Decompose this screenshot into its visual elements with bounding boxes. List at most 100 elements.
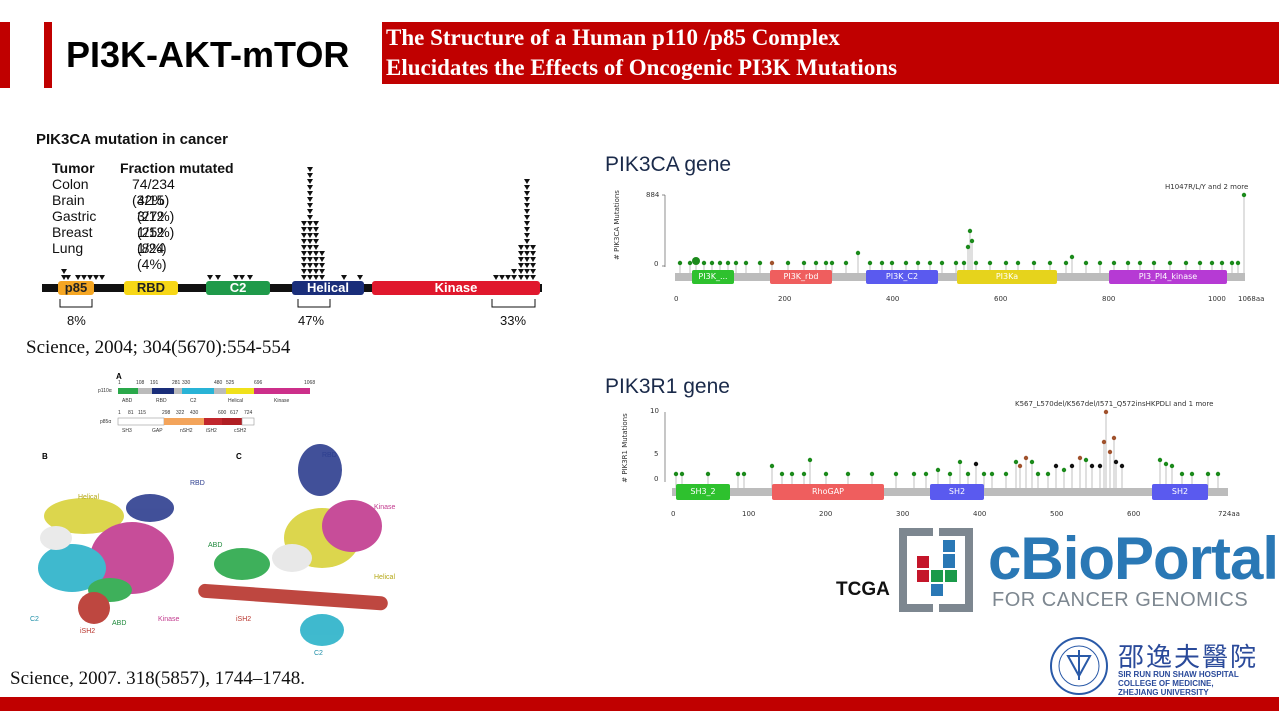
mutation-lollipop xyxy=(1125,260,1131,266)
mutation-lollipop xyxy=(829,260,835,266)
y-max: 10 xyxy=(650,407,659,415)
mutation-marker xyxy=(301,221,307,226)
mutation-lollipop xyxy=(939,260,945,266)
mutation-lollipop xyxy=(893,471,899,477)
mutation-marker xyxy=(319,257,325,262)
figure-heading: PIK3CA mutation in cancer xyxy=(36,131,228,148)
mutation-marker xyxy=(524,251,530,256)
mutation-lollipop xyxy=(855,250,861,256)
domain-label: PI3K_rbd xyxy=(783,272,819,281)
x-tick: 1000 xyxy=(1208,295,1226,303)
mutation-lollipop xyxy=(1167,260,1173,266)
cbioportal-tagline: FOR CANCER GENOMICS xyxy=(992,589,1249,611)
domain-name: nSH2 xyxy=(180,428,193,434)
y-mid: 5 xyxy=(654,450,659,458)
domain-sh3: SH3_2 xyxy=(676,484,730,500)
mutation-lollipop xyxy=(1151,260,1157,266)
mutation-lollipop xyxy=(981,471,987,477)
mutation-marker xyxy=(319,251,325,256)
mutation-lollipop xyxy=(673,471,679,477)
mutation-marker xyxy=(301,263,307,268)
mutation-marker xyxy=(307,269,313,274)
x-tick: 0 xyxy=(671,510,676,518)
mutation-lollipop xyxy=(1107,449,1113,455)
x-tick: 200 xyxy=(819,510,833,518)
mutation-lollipop xyxy=(705,471,711,477)
tick: 1 xyxy=(118,410,121,416)
hotspot-annotation: K567_L570del/K567del/I571_Q572insHKPDLI … xyxy=(1015,400,1214,408)
mutation-marker xyxy=(518,263,524,268)
mutation-lollipop xyxy=(965,471,971,477)
mutation-lollipop xyxy=(823,260,829,266)
c-label-helical: Helical xyxy=(374,574,396,581)
tick: 1 xyxy=(118,380,121,386)
mutation-marker xyxy=(524,257,530,262)
x-tick: 500 xyxy=(1050,510,1064,518)
tick: 600 xyxy=(218,410,227,416)
mutation-lollipop xyxy=(1209,260,1215,266)
domain-label: SH3_2 xyxy=(690,487,716,496)
domain-kinase: Kinase xyxy=(372,281,540,295)
domain-abd: PI3K_... xyxy=(692,270,734,284)
tick: 191 xyxy=(150,380,159,386)
mutation-lollipop xyxy=(725,260,731,266)
pik3ca-domains: PI3K_... PI3K_rbd PI3K_C2 PI3Ka PI3_PI4_… xyxy=(620,270,1275,284)
mutation-lollipop xyxy=(923,471,929,477)
mutation-marker xyxy=(301,233,307,238)
mutation-marker xyxy=(313,257,319,262)
tick: 298 xyxy=(162,410,171,416)
title-accent-bar-2 xyxy=(44,22,52,88)
mutation-lollipop xyxy=(987,260,993,266)
mutation-marker xyxy=(524,209,530,214)
mutation-marker xyxy=(307,197,313,202)
tick: 281 xyxy=(172,380,181,386)
mutation-lollipop xyxy=(1035,471,1041,477)
mutation-lollipop xyxy=(1047,260,1053,266)
mutation-lollipop xyxy=(1017,463,1023,469)
mutation-lollipop xyxy=(1103,409,1109,415)
b-label-helical: Helical xyxy=(78,494,100,501)
domain-label: PI3K_C2 xyxy=(885,272,919,281)
b-label-c2: C2 xyxy=(30,616,39,623)
p110-domain-names: ABD RBD C2 Helical Kinase xyxy=(118,398,318,404)
pik3r1-x-ticks: 0 100 200 300 400 500 600 724aa xyxy=(620,510,1275,520)
mutation-lollipop xyxy=(1083,457,1089,463)
x-tick: 600 xyxy=(1127,510,1141,518)
institution-chinese-name: 邵逸夫醫院 xyxy=(1118,643,1259,673)
mutation-marker xyxy=(319,269,325,274)
mutation-marker xyxy=(518,251,524,256)
x-tick: 200 xyxy=(778,295,792,303)
mutation-lollipop xyxy=(1029,459,1035,465)
c-label-c2: C2 xyxy=(314,650,323,657)
mutation-lollipop xyxy=(823,471,829,477)
domain-name: GAP xyxy=(152,428,163,434)
tick: 724 xyxy=(244,410,253,416)
mutation-marker xyxy=(493,275,499,280)
mutation-lollipop xyxy=(1077,455,1083,461)
mutation-lollipop xyxy=(1163,461,1169,467)
mutation-marker xyxy=(313,245,319,250)
tcga-label: TCGA xyxy=(836,579,890,600)
mutation-lollipop xyxy=(1183,260,1189,266)
domain-label: SH2 xyxy=(948,487,966,496)
panel-a-label: A xyxy=(116,372,122,381)
mutation-lollipop xyxy=(677,260,683,266)
b-label-ish2: iSH2 xyxy=(80,628,96,635)
domain-p85: p85 xyxy=(58,281,94,295)
mutation-lollipop xyxy=(935,467,941,473)
domain-label: PI3Ka xyxy=(995,272,1019,281)
domain-rbd: PI3K_rbd xyxy=(770,270,832,284)
paper-title-banner: The Structure of a Human p110 /p85 Compl… xyxy=(382,22,1279,84)
tick: 617 xyxy=(230,410,239,416)
banner-line-1: The Structure of a Human p110 /p85 Compl… xyxy=(386,25,840,50)
tick: 115 xyxy=(138,410,146,416)
mutation-lollipop xyxy=(717,260,723,266)
mutation-marker xyxy=(307,203,313,208)
c-label-kinase: Kinase xyxy=(374,504,396,511)
mutation-marker xyxy=(307,233,313,238)
structure-figure: A B C p110α p85α 1 108 191 281 330 480 5… xyxy=(22,368,402,666)
mutation-lollipop xyxy=(1215,471,1221,477)
x-tick: 300 xyxy=(896,510,910,518)
mutation-marker xyxy=(511,275,517,280)
p85-ticks: 1 81 115 298 322 430 600 617 724 xyxy=(118,410,318,416)
